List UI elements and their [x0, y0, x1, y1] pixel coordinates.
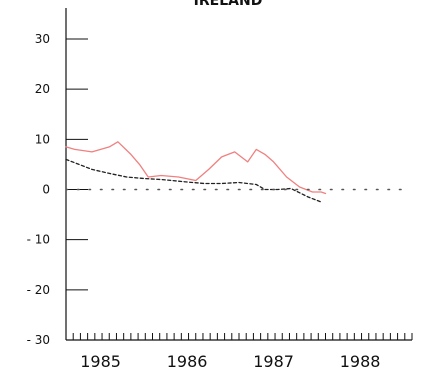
x-tick-label: 1988 — [340, 352, 381, 371]
x-tick-label: 1987 — [253, 352, 294, 371]
x-tick-labels: 1985 1986 1987 1988 — [80, 352, 380, 371]
axes — [65, 8, 413, 341]
series-line-2 — [65, 158, 322, 203]
y-tick-label: 0 — [42, 183, 50, 197]
y-tick-label: - 20 — [27, 283, 50, 297]
chart-title: IRELAND — [194, 0, 263, 9]
y-tick-label: 30 — [35, 32, 50, 46]
y-tick-labels: 30 20 10 0 - 10 - 20 - 30 — [27, 32, 50, 347]
y-tick-label: - 30 — [27, 333, 50, 347]
x-tick-label: 1985 — [80, 352, 121, 371]
x-tick-label: 1986 — [167, 352, 208, 371]
series-line-1 — [65, 141, 327, 195]
series-group — [65, 141, 405, 203]
y-tick-label: - 10 — [27, 233, 50, 247]
y-tick-label: 10 — [35, 132, 50, 146]
y-tick-label: 20 — [35, 82, 50, 96]
